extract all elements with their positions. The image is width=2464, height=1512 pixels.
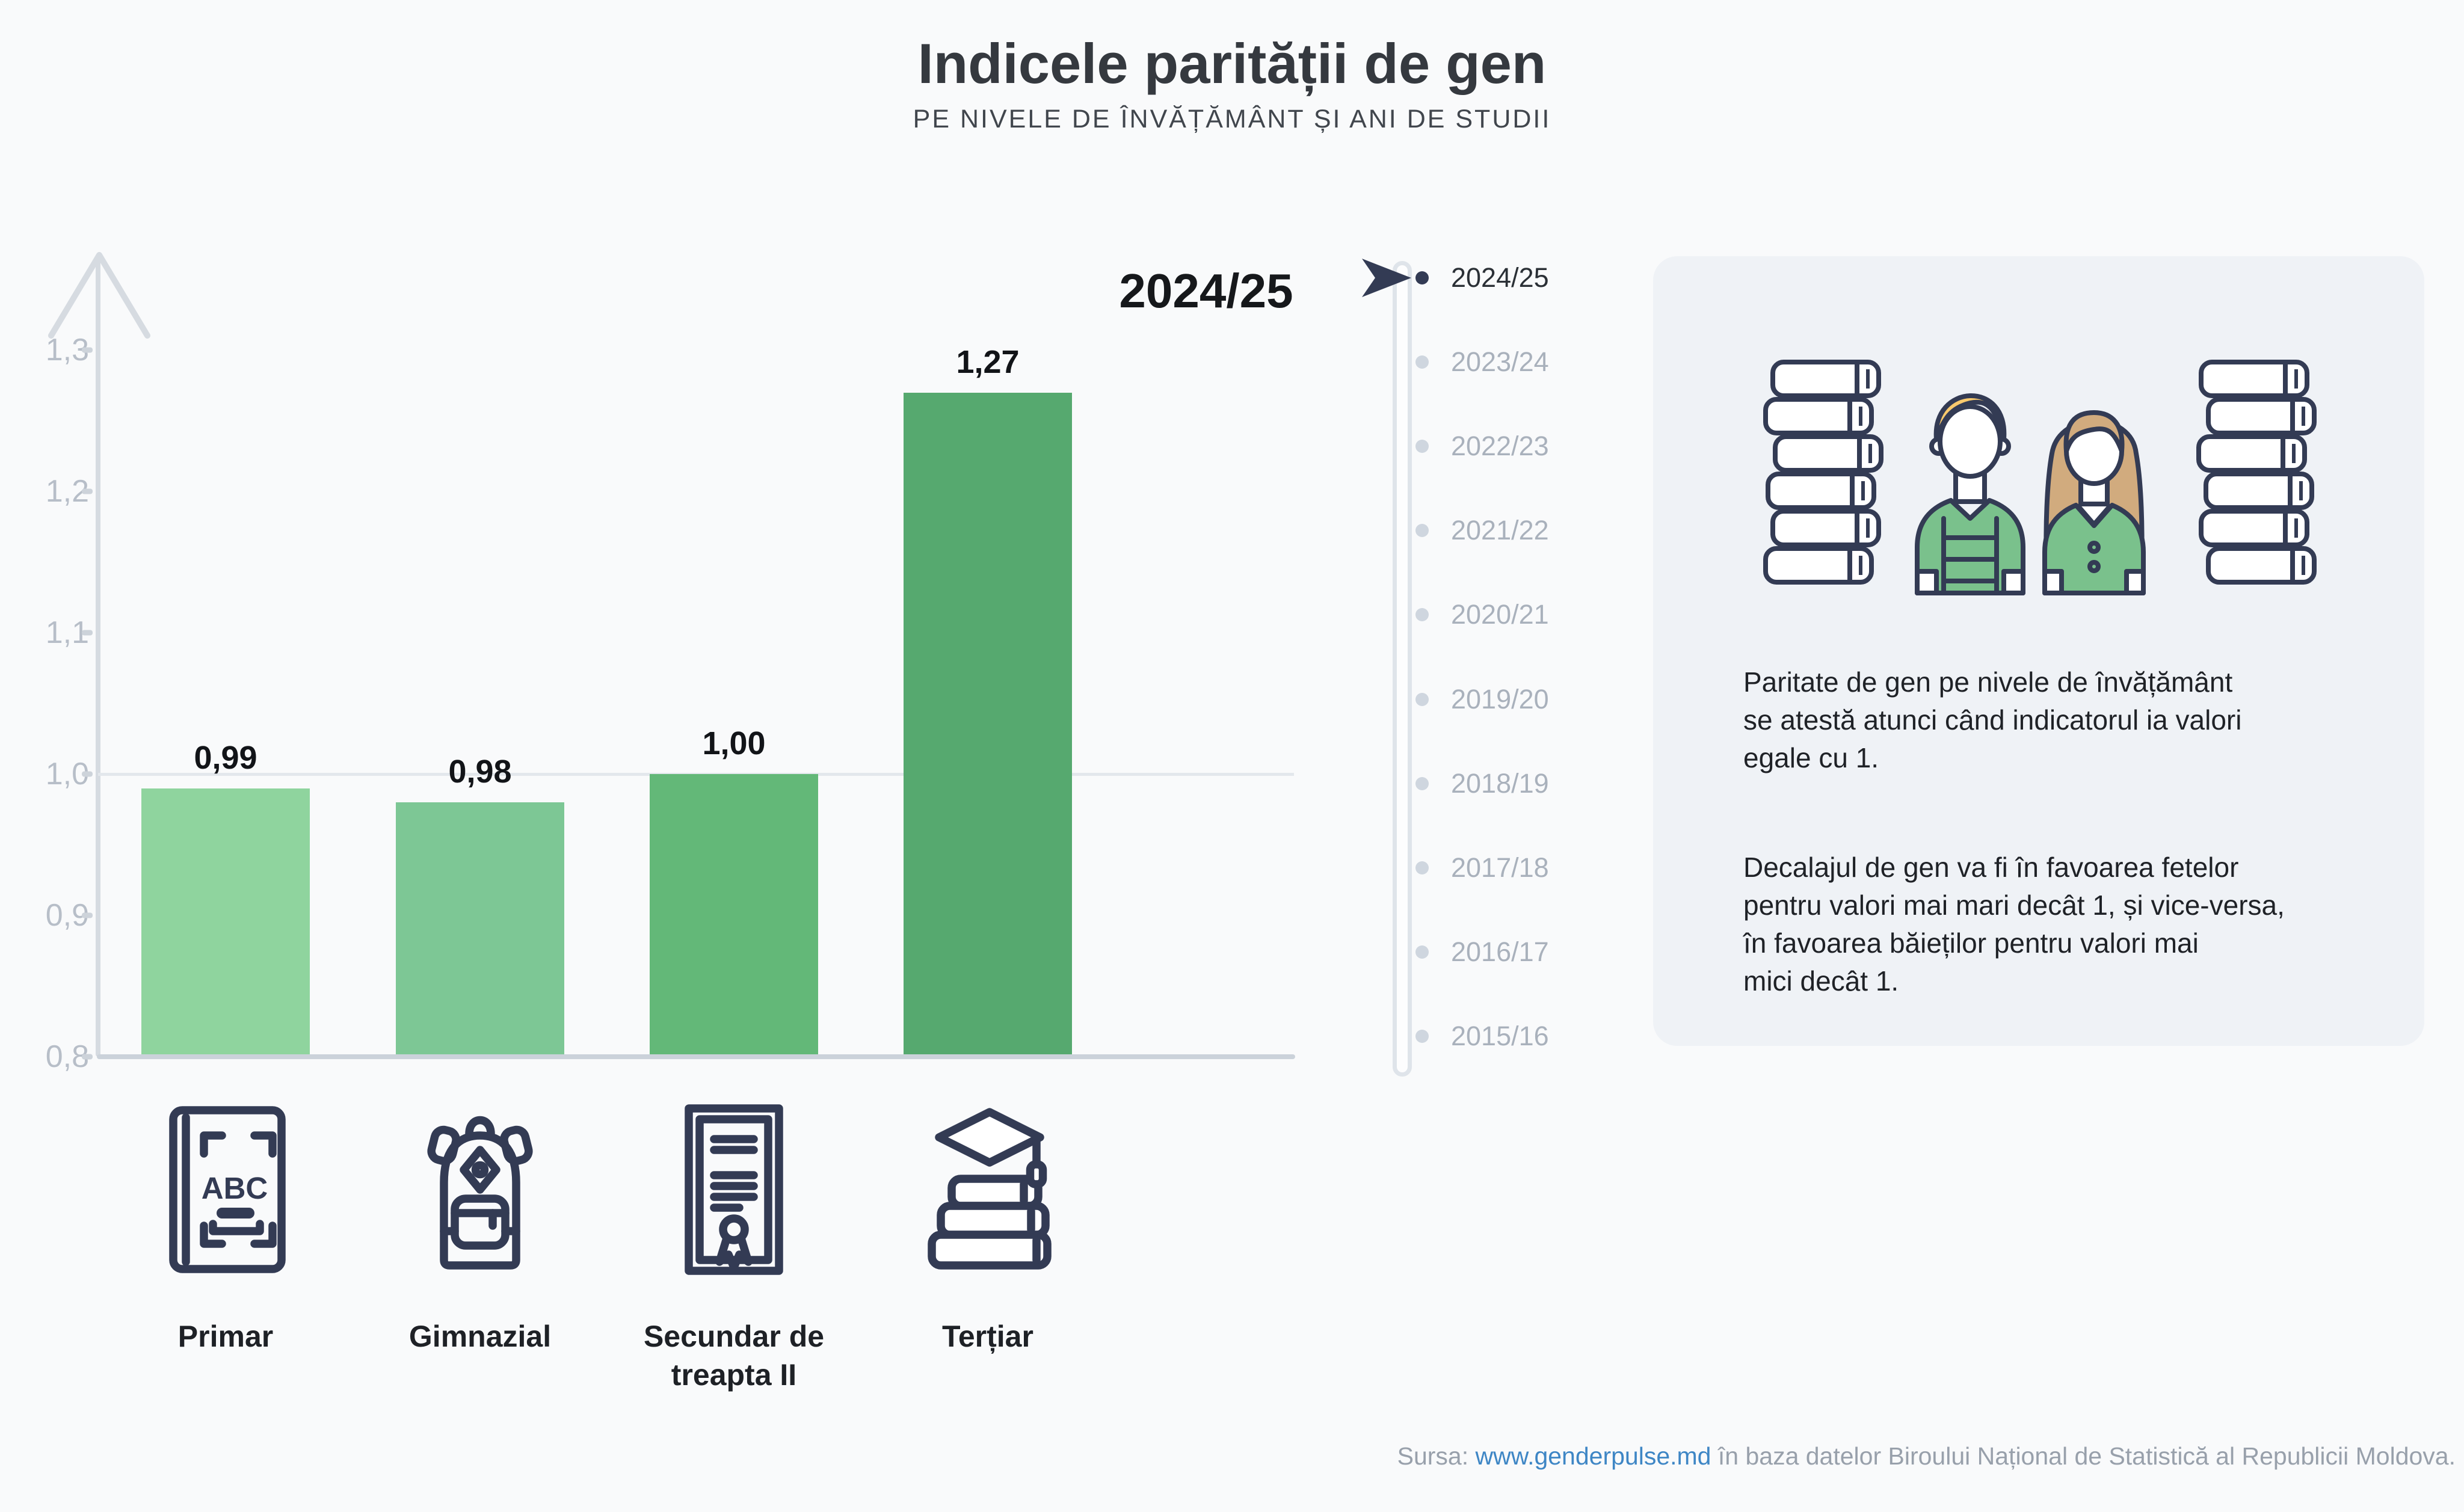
timeline-year-2017-18[interactable]: 2017/18 — [1451, 852, 1549, 883]
source-suffix: în baza datelor Biroului Național de Sta… — [1711, 1442, 2456, 1470]
y-tick-label: 1,0 — [45, 757, 89, 791]
selected-year-label: 2024/25 — [1119, 264, 1293, 318]
timeline-year-2022-23[interactable]: 2022/23 — [1451, 431, 1549, 462]
y-tick-mark — [82, 347, 93, 353]
timeline-year-2016-17[interactable]: 2016/17 — [1451, 936, 1549, 967]
students-books-illustration-icon — [1763, 334, 2317, 595]
category-label: Gimnazial — [408, 1320, 552, 1353]
y-tick-label: 1,2 — [45, 474, 89, 509]
timeline-dot[interactable] — [1415, 861, 1429, 874]
timeline-dot[interactable] — [1415, 692, 1429, 706]
timeline-year-2019-20[interactable]: 2019/20 — [1451, 683, 1549, 715]
timeline-dot[interactable] — [1415, 945, 1429, 959]
source-link[interactable]: www.genderpulse.md — [1475, 1442, 1711, 1470]
timeline-dot[interactable] — [1415, 524, 1429, 538]
timeline-dot[interactable] — [1415, 271, 1429, 284]
abc-book-icon: ABC — [135, 1099, 316, 1280]
y-tick-label: 0,9 — [45, 898, 89, 933]
bar-value-label: 0,98 — [448, 754, 512, 790]
y-tick-mark — [82, 630, 93, 636]
bar-gimnazial[interactable] — [396, 802, 564, 1057]
x-axis-line — [97, 1054, 1295, 1059]
y-tick-mark — [82, 1054, 93, 1060]
bar-value-label: 1,27 — [956, 343, 1020, 380]
timeline-dot[interactable] — [1415, 776, 1429, 790]
timeline-year-2024-25[interactable]: 2024/25 — [1451, 262, 1549, 293]
y-tick-label: 1,1 — [45, 615, 89, 650]
y-tick-mark — [82, 488, 93, 494]
info-paragraph-1: Paritate de gen pe nivele de învățământ … — [1743, 666, 2242, 773]
info-paragraph-2: Decalajul de gen va fi în favoarea fetel… — [1743, 852, 2285, 997]
timeline-track[interactable] — [1393, 261, 1412, 1077]
y-tick-label: 1,3 — [45, 333, 89, 367]
timeline-dot[interactable] — [1415, 355, 1429, 369]
source-footer: Sursa: www.genderpulse.md în baza datelo… — [1397, 1442, 2456, 1471]
timeline-dot[interactable] — [1415, 440, 1429, 453]
page-title: Indicele parității de gen — [917, 32, 1547, 95]
timeline-year-2018-19[interactable]: 2018/19 — [1451, 767, 1549, 799]
category-label: Secundar de treapta II — [643, 1320, 825, 1392]
y-axis-arrow-icon — [48, 252, 150, 339]
timeline-year-2021-22[interactable]: 2021/22 — [1451, 515, 1549, 546]
page-subtitle: PE NIVELE DE ÎNVĂȚĂMÂNT ȘI ANI DE STUDII — [913, 105, 1551, 134]
timeline-year-2020-21[interactable]: 2020/21 — [1451, 599, 1549, 630]
timeline-year-2015-16[interactable]: 2015/16 — [1451, 1020, 1549, 1051]
y-tick-label: 0,8 — [45, 1039, 89, 1074]
category-label: Terțiar — [942, 1320, 1033, 1353]
y-axis-line — [96, 255, 100, 1057]
timeline-year-2023-24[interactable]: 2023/24 — [1451, 346, 1549, 378]
bar-ter-iar[interactable] — [904, 392, 1072, 1057]
category-label: Primar — [177, 1320, 274, 1353]
bar-secundar-de-treapta-ii[interactable] — [650, 774, 818, 1057]
timeline-dot[interactable] — [1415, 608, 1429, 622]
timeline-cursor-icon[interactable] — [1361, 257, 1414, 298]
bar-value-label: 0,99 — [194, 739, 257, 776]
graduation-books-icon — [898, 1099, 1078, 1280]
timeline-dot[interactable] — [1415, 1029, 1429, 1043]
svg-text:ABC: ABC — [202, 1171, 268, 1205]
backpack-icon — [390, 1099, 570, 1280]
source-prefix: Sursa: — [1397, 1442, 1476, 1470]
y-tick-mark — [82, 771, 93, 777]
diploma-icon — [644, 1099, 824, 1280]
info-text: Paritate de gen pe nivele de învățământ … — [1743, 625, 2399, 1038]
y-tick-mark — [82, 912, 93, 918]
bar-value-label: 1,00 — [702, 725, 766, 761]
bar-primar[interactable] — [141, 788, 310, 1057]
